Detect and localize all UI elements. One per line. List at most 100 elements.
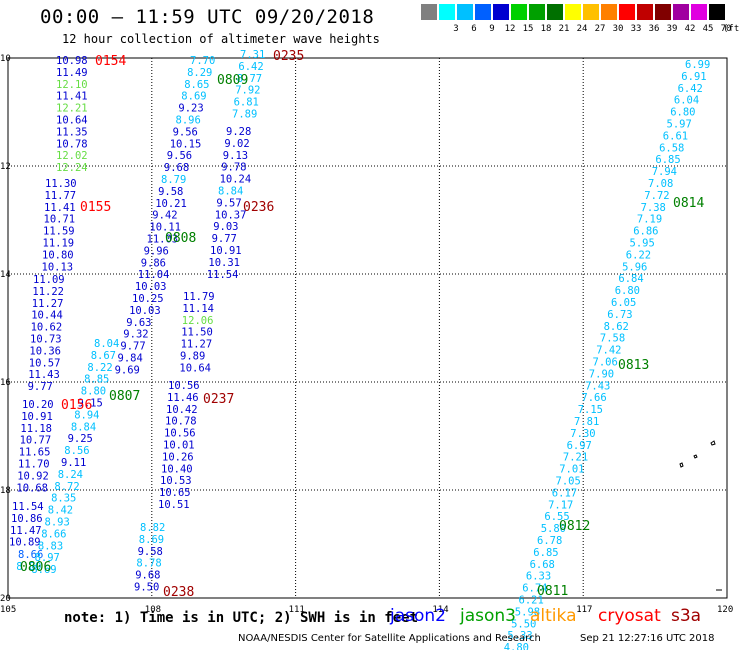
swh-label: 10.42 (166, 404, 198, 416)
swh-label: 10.77 (20, 435, 52, 447)
swh-label: 10.13 (42, 261, 74, 273)
pass-time-label: 0156 (61, 398, 92, 413)
colorbar-label: 70 (720, 24, 732, 34)
swh-label: 8.66 (18, 549, 43, 561)
swh-label: 9.57 (216, 197, 241, 209)
swh-label: 6.55 (544, 511, 569, 523)
swh-label: 7.42 (596, 345, 621, 357)
swh-label: 10.64 (179, 362, 211, 374)
y-tick-label: 10 (0, 54, 11, 64)
swh-label: 10.56 (168, 380, 200, 392)
swh-label: 6.21 (519, 595, 544, 607)
swh-label: 10.21 (155, 198, 187, 210)
legend-item-altika: altika (530, 606, 577, 626)
pass-time-label: 0807 (109, 389, 140, 404)
swh-label: 9.84 (118, 353, 143, 365)
colorbar-swatch (709, 4, 725, 20)
swh-label: 8.24 (58, 469, 83, 481)
swh-label: 7.94 (652, 166, 677, 178)
swh-label: 7.92 (235, 85, 260, 97)
x-tick-label: 105 (0, 605, 16, 615)
pass-time-label: 0811 (537, 584, 568, 599)
swh-label: 9.42 (152, 210, 177, 222)
swh-label: 9.25 (68, 433, 93, 445)
swh-label: 6.33 (526, 571, 551, 583)
swh-label: 11.77 (45, 190, 77, 202)
colorbar-swatch (475, 4, 491, 20)
swh-label: 5.97 (667, 119, 692, 131)
swh-label: 11.35 (56, 126, 88, 138)
swh-label: 9.32 (123, 329, 148, 341)
swh-label: 6.99 (685, 59, 710, 71)
colorbar-swatch (511, 4, 527, 20)
swh-label: 9.86 (141, 257, 166, 269)
chart-subtitle: 12 hour collection of altimeter wave hei… (62, 32, 380, 46)
colorbar-swatch (583, 4, 599, 20)
swh-label: 11.30 (45, 178, 77, 190)
swh-label: 7.17 (548, 499, 573, 511)
swh-label: 8.69 (31, 564, 56, 576)
colorbar-label: 3 (453, 24, 459, 34)
colorbar-swatch (619, 4, 635, 20)
swh-label: 7.66 (581, 392, 606, 404)
legend-item-jason2: jason2 (390, 606, 446, 626)
swh-label: 10.91 (210, 245, 242, 257)
swh-label: 10.71 (44, 214, 76, 226)
colorbar-swatch (439, 4, 455, 20)
swh-label: 9.77 (120, 341, 145, 353)
swh-label: 8.82 (140, 522, 165, 534)
y-tick-label: 18 (0, 486, 11, 496)
swh-label: 11.43 (28, 369, 60, 381)
swh-label: 9.11 (61, 457, 86, 469)
swh-label: 9.58 (138, 546, 163, 558)
swh-label: 10.40 (161, 463, 193, 475)
credit-timestamp: Sep 21 12:27:16 UTC 2018 (580, 633, 715, 644)
swh-label: 6.42 (238, 61, 263, 73)
swh-label: 9.13 (223, 150, 248, 162)
swh-label: 8.22 (87, 362, 112, 374)
swh-label: 11.79 (183, 291, 215, 303)
swh-label: 6.85 (655, 154, 680, 166)
colorbar-label: 39 (666, 24, 678, 34)
swh-label: 6.86 (633, 226, 658, 238)
swh-label: 7.15 (578, 404, 603, 416)
swh-label: 12.21 (56, 103, 88, 115)
swh-label: 6.05 (611, 297, 636, 309)
swh-label: 9.77 (28, 381, 53, 393)
x-tick-label: 114 (432, 605, 448, 615)
credit-text: NOAA/NESDIS Center for Satellite Applica… (238, 633, 541, 644)
swh-label: 10.37 (215, 209, 247, 221)
swh-label: 10.03 (135, 281, 167, 293)
swh-label: 10.57 (29, 357, 61, 369)
swh-label: 10.51 (158, 499, 190, 511)
swh-label: 5.98 (515, 606, 540, 618)
swh-label: 12.02 (56, 150, 88, 162)
swh-label: 10.98 (56, 55, 88, 67)
colorbar-swatch (655, 4, 671, 20)
swh-label: 6.22 (626, 249, 651, 261)
swh-label: 8.29 (187, 67, 212, 79)
swh-label: 8.66 (41, 528, 66, 540)
swh-label: 11.49 (56, 67, 88, 79)
swh-label: 6.73 (607, 309, 632, 321)
swh-label: 11.18 (20, 423, 52, 435)
swh-label: 12.24 (56, 162, 88, 174)
swh-label: 8.83 (38, 540, 63, 552)
swh-label: 9.78 (221, 162, 246, 174)
swh-label: 9.50 (134, 582, 159, 594)
pass-time-label: 0238 (163, 585, 194, 600)
swh-label: 11.54 (207, 269, 239, 281)
swh-label: 6.58 (659, 142, 684, 154)
swh-label: 6.78 (537, 535, 562, 547)
swh-label: 5.96 (622, 261, 647, 273)
swh-label: 8.93 (45, 517, 70, 529)
x-tick-label: 111 (289, 605, 305, 615)
colorbar-swatch (457, 4, 473, 20)
colorbar-unit: (ft) (723, 24, 740, 34)
pass-time-label: 0236 (243, 200, 274, 215)
island-outline (710, 440, 716, 446)
swh-label: 7.05 (556, 476, 581, 488)
swh-label: 7.38 (641, 202, 666, 214)
colorbar-label: 9 (489, 24, 495, 34)
colorbar-swatch (673, 4, 689, 20)
